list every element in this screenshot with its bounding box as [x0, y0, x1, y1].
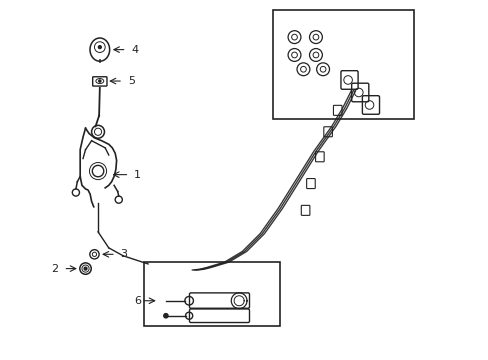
Text: 5: 5: [127, 76, 134, 86]
Circle shape: [98, 46, 101, 49]
Text: 3: 3: [121, 249, 127, 259]
Text: 2: 2: [52, 264, 59, 274]
Bar: [144, 262, 280, 327]
Circle shape: [99, 80, 101, 82]
Text: 4: 4: [131, 45, 138, 55]
Bar: [272, 10, 413, 119]
Text: 6: 6: [134, 296, 141, 306]
Circle shape: [84, 267, 87, 270]
Text: 1: 1: [134, 170, 141, 180]
Circle shape: [163, 314, 168, 318]
